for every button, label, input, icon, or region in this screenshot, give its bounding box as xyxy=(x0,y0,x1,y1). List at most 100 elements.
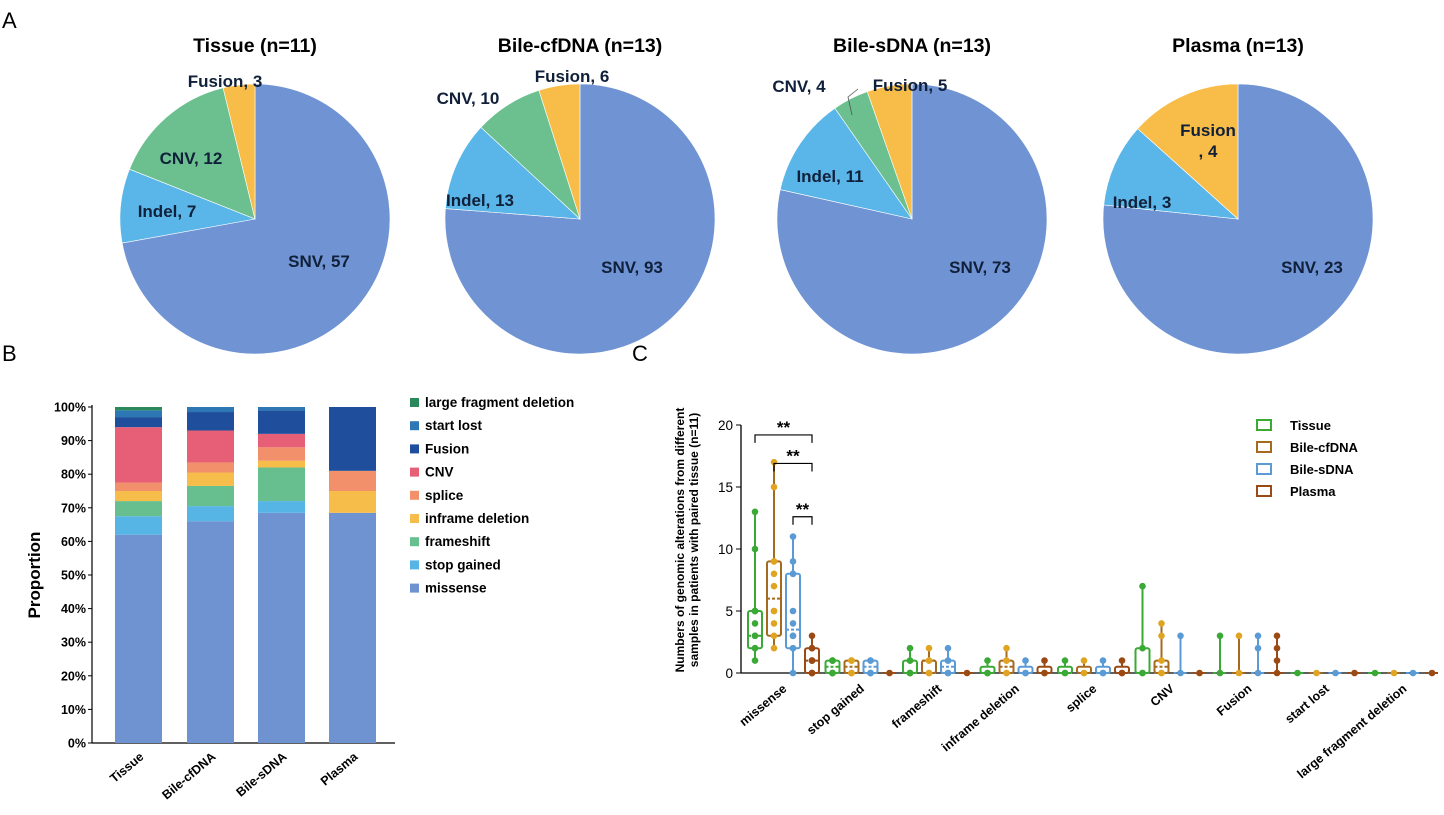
data-point xyxy=(1409,669,1417,677)
legend-label-inframe-deletion: inframe deletion xyxy=(425,511,529,526)
significance-label: ** xyxy=(777,418,791,437)
data-point xyxy=(984,657,991,664)
data-point xyxy=(925,644,933,652)
bar-segment-fusion xyxy=(258,410,305,434)
legend-swatch-missense xyxy=(410,583,419,593)
data-point xyxy=(1332,669,1339,677)
data-point xyxy=(1254,632,1262,640)
data-point xyxy=(1177,669,1184,677)
data-point xyxy=(751,632,759,640)
bracket-line xyxy=(773,462,813,472)
box-large-fragment-deletion-tissue xyxy=(1368,669,1382,677)
data-point xyxy=(1294,669,1301,677)
y-tick-label: 5 xyxy=(725,604,733,619)
data-point xyxy=(1196,669,1203,677)
data-point xyxy=(751,620,759,627)
legend-swatch-cnv xyxy=(410,467,419,477)
panel-a-pies: Tissue (n=11) SNV, 57 Indel, 7 CNV, 12 Fusio… xyxy=(119,35,1374,355)
data-point xyxy=(1080,657,1088,664)
pie-label-snv: SNV, 23 xyxy=(1281,258,1343,277)
bar-segment-frameshift xyxy=(187,485,234,507)
bar-segment-inframe-deletion xyxy=(187,472,234,486)
legend-label-bile-cfdna: Bile-cfDNA xyxy=(1290,440,1359,455)
data-point xyxy=(751,657,759,664)
x-tick-label-bile-sdna: Bile-sDNA xyxy=(234,750,290,800)
significance-label: ** xyxy=(796,500,810,519)
data-point xyxy=(789,607,797,615)
data-point xyxy=(1022,657,1029,664)
bar-segment-missense xyxy=(187,521,234,743)
legend-label-frameshift: frameshift xyxy=(425,534,491,549)
box-inframe-deletion-plasma xyxy=(1036,657,1053,677)
legend-swatch-inframe-deletion xyxy=(410,514,419,523)
bar-segment-inframe-deletion xyxy=(115,491,162,502)
significance-bracket: ** xyxy=(754,418,813,443)
y-tick-label: 30% xyxy=(61,636,86,650)
y-tick-label: 60% xyxy=(61,535,86,549)
pie-slice-fusion xyxy=(866,83,913,220)
legend-label-start-lost: start lost xyxy=(425,418,483,433)
data-point xyxy=(1235,632,1243,640)
data-point xyxy=(770,632,778,640)
data-point xyxy=(1235,669,1243,677)
data-point xyxy=(789,570,797,578)
x-tick-label-missense: missense xyxy=(737,682,790,729)
pie-slice-indel xyxy=(1103,128,1239,220)
bar-segment-inframe-deletion xyxy=(329,491,376,513)
bar-segment-missense xyxy=(115,534,162,743)
pie-slice-snv xyxy=(444,83,716,355)
box-stop-gained-bile-sdna xyxy=(862,657,879,677)
data-point xyxy=(1254,669,1262,677)
data-point xyxy=(944,644,952,652)
data-point xyxy=(886,669,893,677)
pie-title: Tissue (n=11) xyxy=(193,35,317,57)
data-point xyxy=(1158,632,1165,640)
data-point xyxy=(770,620,778,627)
pie-leader-line-cnv xyxy=(847,88,859,116)
legend-label-splice: splice xyxy=(425,488,464,503)
bar-segment-start-lost xyxy=(258,407,305,411)
y-axis-title: Numbers of genomic alterations from diff… xyxy=(673,408,701,673)
panel-label-a: A xyxy=(2,8,17,33)
y-tick-label: 0 xyxy=(725,666,733,681)
box-cnv-plasma xyxy=(1192,669,1207,677)
box-large-fragment-deletion-bile-sdna xyxy=(1406,669,1420,677)
pie-label-fusion: Fusion, 4 xyxy=(1180,121,1236,161)
box-frameshift-bile-sdna xyxy=(940,644,956,677)
data-point xyxy=(925,669,933,677)
legend-label-bile-sdna: Bile-sDNA xyxy=(1290,462,1354,477)
data-point xyxy=(1428,669,1436,677)
y-tick-label: 40% xyxy=(61,602,86,616)
bar-stack-bile-sdna xyxy=(258,407,305,743)
pie-title: Plasma (n=13) xyxy=(1172,35,1304,57)
data-point xyxy=(789,632,797,640)
data-point xyxy=(1254,644,1262,652)
legend-label-plasma: Plasma xyxy=(1290,484,1336,499)
box-missense-plasma xyxy=(804,632,820,677)
y-tick-label: 0% xyxy=(68,737,86,751)
legend-swatch-splice xyxy=(410,490,419,500)
data-point xyxy=(1080,669,1088,677)
data-point xyxy=(789,620,797,627)
x-tick-label-tissue: Tissue xyxy=(107,750,146,786)
bar-segment-stop-gained xyxy=(115,516,162,535)
data-point xyxy=(829,657,836,664)
pie-label-fusion: Fusion, 3 xyxy=(188,72,263,91)
data-point xyxy=(906,669,914,677)
data-point xyxy=(1099,669,1107,677)
pie-slice-cnv xyxy=(129,87,256,220)
x-tick-label-splice: splice xyxy=(1063,682,1099,716)
box-start-lost-bile-sdna xyxy=(1328,669,1343,677)
legend-label-tissue: Tissue xyxy=(1290,418,1331,433)
pie-label-snv: SNV, 73 xyxy=(949,258,1011,277)
legend-label-stop-gained: stop gained xyxy=(425,557,501,572)
box-missense-tissue xyxy=(747,508,763,664)
pie-label-fusion: Fusion, 6 xyxy=(535,67,610,86)
box-fusion-plasma xyxy=(1270,632,1284,677)
data-point xyxy=(1118,669,1126,677)
pie-slice-fusion xyxy=(1137,83,1239,220)
pie-slice-snv xyxy=(121,83,391,355)
bar-segment-frameshift xyxy=(115,501,162,517)
data-point xyxy=(1022,669,1029,677)
y-tick-label: 20% xyxy=(61,669,86,683)
